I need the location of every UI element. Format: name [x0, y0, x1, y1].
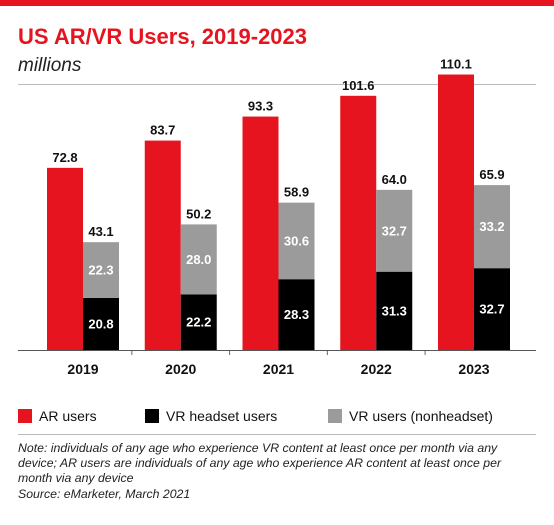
bar-ar-2023	[438, 74, 474, 351]
bar-vr-nonheadset-2021	[278, 202, 315, 280]
label-ar-2022: 101.6	[342, 78, 375, 93]
bar-ar-2020	[144, 140, 181, 350]
legend-item-ar: AR users	[18, 408, 97, 424]
header-divider	[18, 84, 536, 85]
label-vr-nonheadset-2022: 32.7	[382, 223, 407, 238]
footer-divider	[18, 434, 536, 435]
label-vr-nonheadset-2023: 33.2	[479, 219, 504, 234]
bar-vr-nonheadset-2023	[474, 185, 510, 269]
label-vr-nonheadset-2020: 28.0	[186, 252, 211, 267]
label-vr-total-2022: 64.0	[382, 172, 407, 187]
x-tick-label-2021: 2021	[263, 361, 294, 377]
label-ar-2020: 83.7	[150, 123, 175, 138]
label-vr-nonheadset-2021: 30.6	[284, 233, 309, 248]
x-tick-label-2022: 2022	[361, 361, 392, 377]
legend-item-vr-headset: VR headset users	[145, 408, 277, 424]
top-accent-bar	[0, 0, 554, 6]
label-vr-headset-2022: 31.3	[382, 303, 407, 318]
x-tick-label-2020: 2020	[165, 361, 196, 377]
label-vr-total-2021: 58.9	[284, 185, 309, 200]
legend-label-ar: AR users	[39, 408, 97, 424]
bar-vr-nonheadset-2019	[83, 242, 119, 298]
label-vr-total-2019: 43.1	[88, 224, 113, 239]
bar-vr-headset-2023	[474, 268, 510, 350]
bar-vr-headset-2021	[278, 279, 315, 350]
label-ar-2021: 93.3	[248, 99, 273, 114]
label-vr-headset-2023: 32.7	[479, 302, 504, 317]
bar-vr-headset-2022	[376, 271, 413, 350]
bar-vr-headset-2020	[180, 294, 217, 350]
legend-swatch-vr-nonheadset	[328, 409, 342, 423]
x-tick-label-2019: 2019	[67, 361, 98, 377]
source-line: Source: eMarketer, March 2021	[18, 487, 191, 501]
bar-ar-2021	[242, 116, 279, 350]
legend-label-vr-nonheadset: VR users (nonheadset)	[349, 408, 493, 424]
label-ar-2023: 110.1	[440, 57, 472, 72]
bar-chart: 72.8 20.8 22.3 43.1 2019 83.7 22.2 28.0 50.2 2020…	[18, 57, 536, 377]
legend-label-vr-headset: VR headset users	[166, 408, 278, 424]
label-vr-nonheadset-2019: 22.3	[88, 263, 113, 278]
label-vr-total-2020: 50.2	[186, 206, 211, 221]
chart-title: US AR/VR Users, 2019-2023	[18, 24, 308, 49]
bar-ar-2022	[340, 95, 377, 350]
bar-vr-nonheadset-2020	[180, 224, 217, 295]
legend-swatch-vr-headset	[145, 409, 159, 423]
x-tick-label-2023: 2023	[458, 361, 489, 377]
bar-vr-nonheadset-2022	[376, 189, 413, 272]
legend-swatch-ar	[18, 409, 32, 423]
bar-vr-headset-2019	[83, 297, 119, 350]
bar-ar-2019	[47, 167, 83, 350]
footnote: Note: individuals of any age who experie…	[18, 441, 502, 485]
chart-subtitle: millions	[18, 55, 82, 76]
legend: AR users VR headset users VR users (nonh…	[18, 408, 538, 428]
label-vr-headset-2019: 20.8	[88, 316, 113, 331]
legend-item-vr-nonheadset: VR users (nonheadset)	[328, 408, 493, 424]
label-vr-headset-2020: 22.2	[186, 315, 211, 330]
label-vr-total-2023: 65.9	[479, 167, 504, 182]
label-vr-headset-2021: 28.3	[284, 307, 309, 322]
label-ar-2019: 72.8	[52, 150, 77, 165]
